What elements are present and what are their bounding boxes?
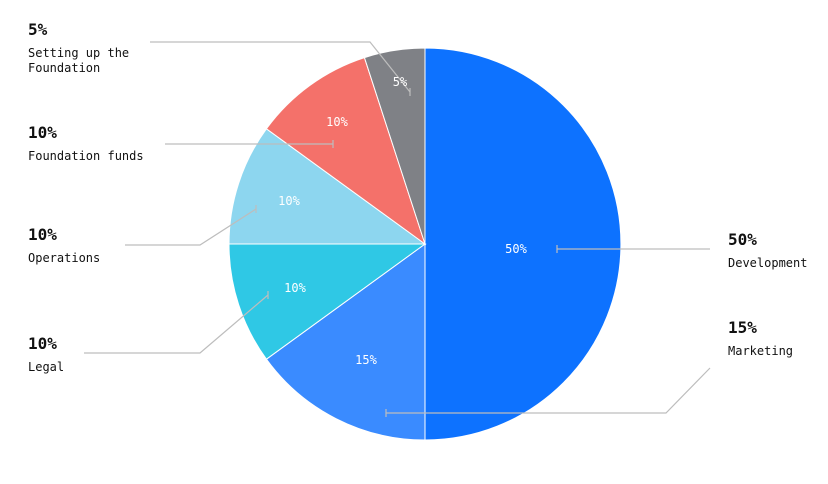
legend-percent-setting-up: 5% [28, 20, 48, 39]
legend-label-foundation-funds: Foundation funds [28, 149, 144, 163]
pie-slice-foundation-funds [265, 56, 426, 246]
slice-value-labels: 50% 15% 10% 10% 10% 5% [278, 75, 527, 367]
pie-slice-operations [228, 128, 427, 245]
slice-value-foundation-funds: 10% [326, 115, 348, 129]
leader-line-setting-up [150, 41, 411, 93]
legend-percent-development: 50% [728, 230, 757, 249]
legend-percent-operations: 10% [28, 225, 57, 244]
slice-value-setting-up: 5% [393, 75, 408, 89]
leader-line-legal [84, 294, 269, 354]
slice-value-operations: 10% [278, 194, 300, 208]
pie-slice-legal [228, 243, 427, 360]
pie-slice-development [424, 47, 622, 441]
legend-label-legal: Legal [28, 360, 64, 374]
slice-value-legal: 10% [284, 281, 306, 295]
pie-slice-setting-up [363, 47, 426, 245]
slice-value-marketing: 15% [355, 353, 377, 367]
legend-percent-legal: 10% [28, 334, 57, 353]
legend-label-marketing: Marketing [728, 344, 793, 358]
leader-line-operations [125, 208, 257, 246]
leader-line-marketing [386, 367, 711, 414]
pie-slice-marketing [265, 243, 426, 441]
legend-percent-foundation-funds: 10% [28, 123, 57, 142]
legend-label-setting-up-line-2: Foundation [28, 61, 100, 75]
leader-lines [84, 41, 711, 417]
slice-legend-labels: 50% Development 15% Marketing 10% Legal 10% Ope… [28, 20, 807, 374]
slice-value-development: 50% [505, 242, 527, 256]
legend-label-development: Development [728, 256, 807, 270]
pie-slices [228, 47, 622, 441]
legend-percent-marketing: 15% [728, 318, 757, 337]
legend-label-setting-up-line-1: Setting up the [28, 46, 129, 60]
legend-label-operations: Operations [28, 251, 100, 265]
